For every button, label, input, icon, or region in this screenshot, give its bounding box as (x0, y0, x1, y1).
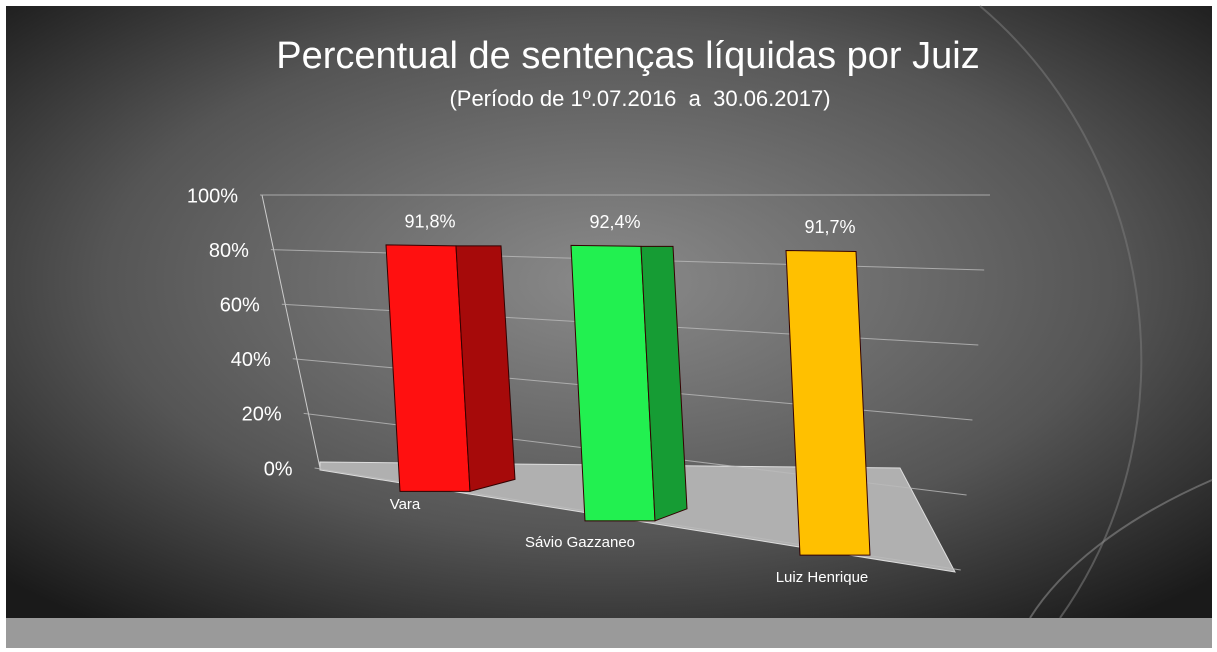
y-axis (261, 194, 321, 469)
bar-front (385, 244, 471, 492)
decor-arc (979, 5, 1143, 619)
slide-footer (6, 618, 1212, 648)
y-tick-label: 80% (209, 240, 249, 262)
bar-front (570, 244, 656, 522)
y-tick-label: 100% (187, 185, 238, 207)
bar-front (785, 249, 871, 556)
chart-title: Percentual de sentenças líquidas por Jui… (276, 35, 979, 77)
value-label: 91,7% (804, 217, 855, 237)
y-tick-label: 40% (231, 349, 271, 371)
decor-arc (1029, 479, 1213, 619)
y-tick-label: 20% (242, 404, 282, 426)
x-tick-label: Vara (390, 496, 421, 513)
x-tick-label: Sávio Gazzaneo (525, 534, 635, 551)
y-tick-label: 0% (264, 458, 293, 480)
bar-side (455, 245, 516, 492)
bar-side (640, 245, 688, 522)
chart-subtitle: (Período de 1º.07.2016 a 30.06.2017) (449, 86, 830, 111)
x-tick-label: Luiz Henrique (776, 569, 869, 586)
value-label: 92,4% (589, 212, 640, 232)
value-label: 91,8% (404, 212, 455, 232)
y-tick-label: 60% (220, 294, 260, 316)
